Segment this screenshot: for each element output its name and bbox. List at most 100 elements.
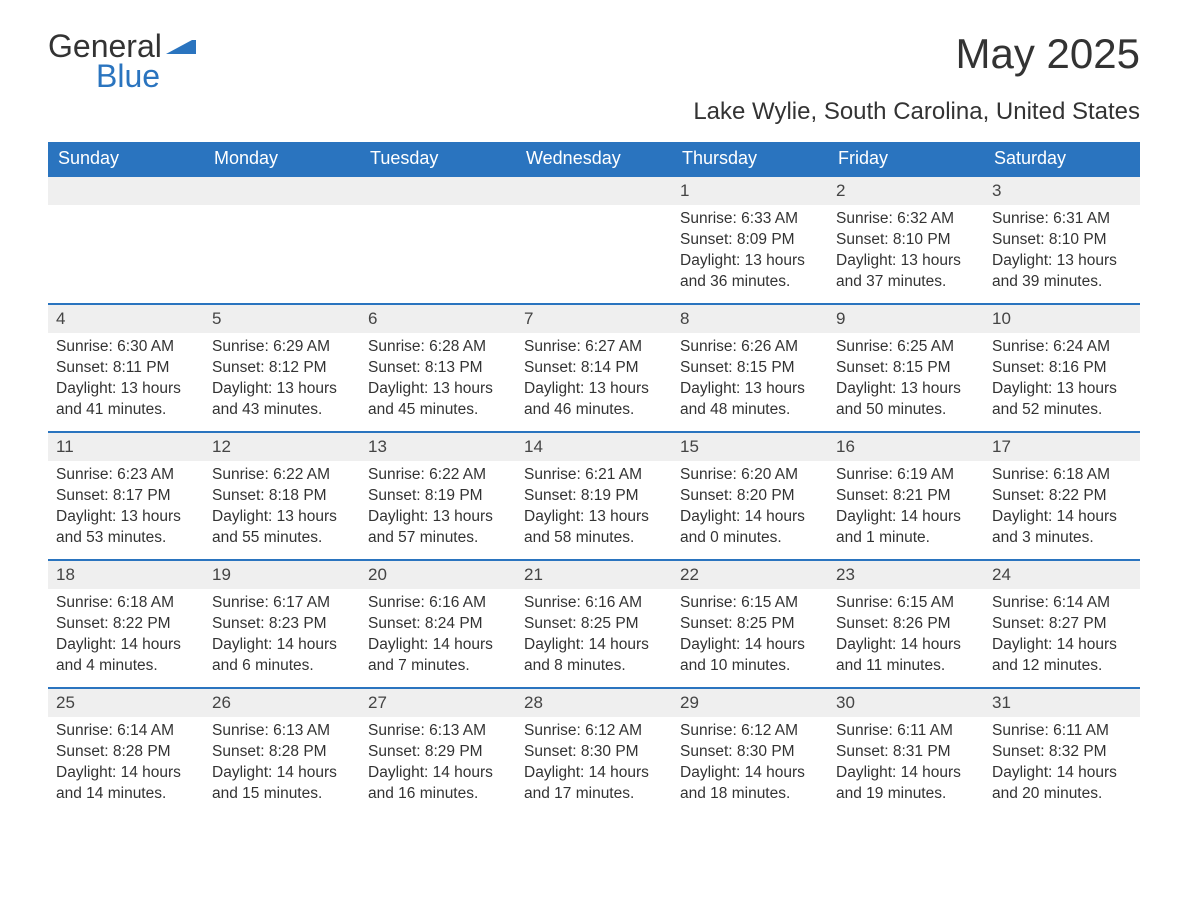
sunset-line: Sunset: 8:28 PM xyxy=(212,742,352,763)
sunset-line: Sunset: 8:11 PM xyxy=(56,358,196,379)
day-number-band: 8 xyxy=(672,303,828,333)
logo-word2: Blue xyxy=(96,60,162,92)
daylight-line: Daylight: 13 hours and 41 minutes. xyxy=(56,379,196,421)
sunrise-line: Sunrise: 6:21 AM xyxy=(524,465,664,486)
sunset-line: Sunset: 8:19 PM xyxy=(524,486,664,507)
calendar-cell: 14Sunrise: 6:21 AMSunset: 8:19 PMDayligh… xyxy=(516,431,672,559)
calendar-cell: 23Sunrise: 6:15 AMSunset: 8:26 PMDayligh… xyxy=(828,559,984,687)
daylight-line: Daylight: 13 hours and 53 minutes. xyxy=(56,507,196,549)
sunset-line: Sunset: 8:29 PM xyxy=(368,742,508,763)
sunrise-line: Sunrise: 6:14 AM xyxy=(56,721,196,742)
daylight-line: Daylight: 14 hours and 12 minutes. xyxy=(992,635,1132,677)
day-body: Sunrise: 6:15 AMSunset: 8:25 PMDaylight:… xyxy=(672,589,828,687)
sunrise-line: Sunrise: 6:25 AM xyxy=(836,337,976,358)
sunrise-line: Sunrise: 6:26 AM xyxy=(680,337,820,358)
day-number-band: 27 xyxy=(360,687,516,717)
day-number-band: 25 xyxy=(48,687,204,717)
sunset-line: Sunset: 8:22 PM xyxy=(992,486,1132,507)
daylight-line: Daylight: 14 hours and 0 minutes. xyxy=(680,507,820,549)
calendar-cell: 24Sunrise: 6:14 AMSunset: 8:27 PMDayligh… xyxy=(984,559,1140,687)
daylight-line: Daylight: 13 hours and 48 minutes. xyxy=(680,379,820,421)
sunset-line: Sunset: 8:26 PM xyxy=(836,614,976,635)
sunset-line: Sunset: 8:24 PM xyxy=(368,614,508,635)
day-body: Sunrise: 6:11 AMSunset: 8:32 PMDaylight:… xyxy=(984,717,1140,815)
sunrise-line: Sunrise: 6:27 AM xyxy=(524,337,664,358)
day-number-band: 23 xyxy=(828,559,984,589)
sunrise-line: Sunrise: 6:13 AM xyxy=(212,721,352,742)
sunset-line: Sunset: 8:20 PM xyxy=(680,486,820,507)
calendar-cell: 21 Sunrise: 6:16 AMSunset: 8:25 PMDayligh… xyxy=(516,559,672,687)
daylight-line: Daylight: 13 hours and 58 minutes. xyxy=(524,507,664,549)
day-body: Sunrise: 6:16 AMSunset: 8:24 PMDaylight:… xyxy=(360,589,516,687)
day-number-band: 13 xyxy=(360,431,516,461)
day-number-band: 12 xyxy=(204,431,360,461)
daylight-line: Daylight: 14 hours and 7 minutes. xyxy=(368,635,508,677)
day-body: Sunrise: 6:13 AMSunset: 8:29 PMDaylight:… xyxy=(360,717,516,815)
sunrise-line: Sunrise: 6:16 AM xyxy=(368,593,508,614)
daylight-line: Daylight: 14 hours and 8 minutes. xyxy=(524,635,664,677)
sunset-line: Sunset: 8:31 PM xyxy=(836,742,976,763)
day-number-band: 5 xyxy=(204,303,360,333)
day-number-band: 10 xyxy=(984,303,1140,333)
day-number-band: 11 xyxy=(48,431,204,461)
sunrise-line: Sunrise: 6:12 AM xyxy=(680,721,820,742)
daylight-line: Daylight: 14 hours and 14 minutes. xyxy=(56,763,196,805)
daylight-line: Daylight: 14 hours and 6 minutes. xyxy=(212,635,352,677)
day-number-band: 15 xyxy=(672,431,828,461)
day-body: Sunrise: 6:29 AMSunset: 8:12 PMDaylight:… xyxy=(204,333,360,431)
day-body: Sunrise: 6:24 AMSunset: 8:16 PMDaylight:… xyxy=(984,333,1140,431)
day-number-band: 30 xyxy=(828,687,984,717)
calendar-cell: 22Sunrise: 6:15 AMSunset: 8:25 PMDayligh… xyxy=(672,559,828,687)
calendar-cell: 20Sunrise: 6:16 AMSunset: 8:24 PMDayligh… xyxy=(360,559,516,687)
day-number-band: 21 xyxy=(516,559,672,589)
sunrise-line: Sunrise: 6:32 AM xyxy=(836,209,976,230)
day-body: Sunrise: 6:12 AMSunset: 8:30 PMDaylight:… xyxy=(672,717,828,815)
calendar-cell: 19Sunrise: 6:17 AMSunset: 8:23 PMDayligh… xyxy=(204,559,360,687)
sunrise-line: Sunrise: 6:30 AM xyxy=(56,337,196,358)
daylight-line: Daylight: 13 hours and 45 minutes. xyxy=(368,379,508,421)
sunrise-line: Sunrise: 6:14 AM xyxy=(992,593,1132,614)
day-body: Sunrise: 6:15 AMSunset: 8:26 PMDaylight:… xyxy=(828,589,984,687)
calendar-row: 4Sunrise: 6:30 AMSunset: 8:11 PMDaylight… xyxy=(48,303,1140,431)
day-number-band: 16 xyxy=(828,431,984,461)
sunrise-line: Sunrise: 6:23 AM xyxy=(56,465,196,486)
sunset-line: Sunset: 8:17 PM xyxy=(56,486,196,507)
sunrise-line: Sunrise: 6:15 AM xyxy=(836,593,976,614)
sunrise-line: Sunrise: 6:24 AM xyxy=(992,337,1132,358)
calendar-cell: 25Sunrise: 6:14 AMSunset: 8:28 PMDayligh… xyxy=(48,687,204,815)
weekday-header: Friday xyxy=(828,142,984,175)
sunrise-line: Sunrise: 6:29 AM xyxy=(212,337,352,358)
sunset-line: Sunset: 8:10 PM xyxy=(836,230,976,251)
day-body: Sunrise: 6:28 AMSunset: 8:13 PMDaylight:… xyxy=(360,333,516,431)
weekday-header: Wednesday xyxy=(516,142,672,175)
calendar-cell: 18Sunrise: 6:18 AMSunset: 8:22 PMDayligh… xyxy=(48,559,204,687)
calendar-cell: 15Sunrise: 6:20 AMSunset: 8:20 PMDayligh… xyxy=(672,431,828,559)
sunset-line: Sunset: 8:25 PM xyxy=(524,614,664,635)
calendar-cell: 13Sunrise: 6:22 AMSunset: 8:19 PMDayligh… xyxy=(360,431,516,559)
flag-icon xyxy=(166,36,200,65)
day-body: Sunrise: 6:21 AMSunset: 8:19 PMDaylight:… xyxy=(516,461,672,559)
sunrise-line: Sunrise: 6:18 AM xyxy=(56,593,196,614)
calendar-cell: 11 Sunrise: 6:23 AMSunset: 8:17 PMDayligh… xyxy=(48,431,204,559)
daylight-line: Daylight: 13 hours and 39 minutes. xyxy=(992,251,1132,293)
location-subtitle: Lake Wylie, South Carolina, United State… xyxy=(48,98,1140,126)
day-body: Sunrise: 6:22 AMSunset: 8:18 PMDaylight:… xyxy=(204,461,360,559)
weekday-row: SundayMondayTuesdayWednesdayThursdayFrid… xyxy=(48,142,1140,175)
day-number-band: 14 xyxy=(516,431,672,461)
calendar-cell: 10Sunrise: 6:24 AMSunset: 8:16 PMDayligh… xyxy=(984,303,1140,431)
logo: General Blue xyxy=(48,30,200,92)
calendar-row: 25 Sunrise: 6:14 AM Sunset: 8:28 PM Dayligh… xyxy=(48,687,1140,815)
day-number-band: 3 xyxy=(984,175,1140,205)
day-number-band: 29 xyxy=(672,687,828,717)
daylight-line: Daylight: 14 hours and 17 minutes. xyxy=(524,763,664,805)
day-number-band: 19 xyxy=(204,559,360,589)
sunrise-line: Sunrise: 6:13 AM xyxy=(368,721,508,742)
day-body: Sunrise: 6:30 AMSunset: 8:11 PMDaylight:… xyxy=(48,333,204,431)
daylight-line: Daylight: 13 hours and 37 minutes. xyxy=(836,251,976,293)
day-number-band: 26 xyxy=(204,687,360,717)
sunset-line: Sunset: 8:18 PM xyxy=(212,486,352,507)
calendar-cell xyxy=(204,175,360,303)
sunrise-line: Sunrise: 6:16 AM xyxy=(524,593,664,614)
day-body: Sunrise: 6:18 AMSunset: 8:22 PMDaylight:… xyxy=(48,589,204,687)
sunset-line: Sunset: 8:30 PM xyxy=(524,742,664,763)
